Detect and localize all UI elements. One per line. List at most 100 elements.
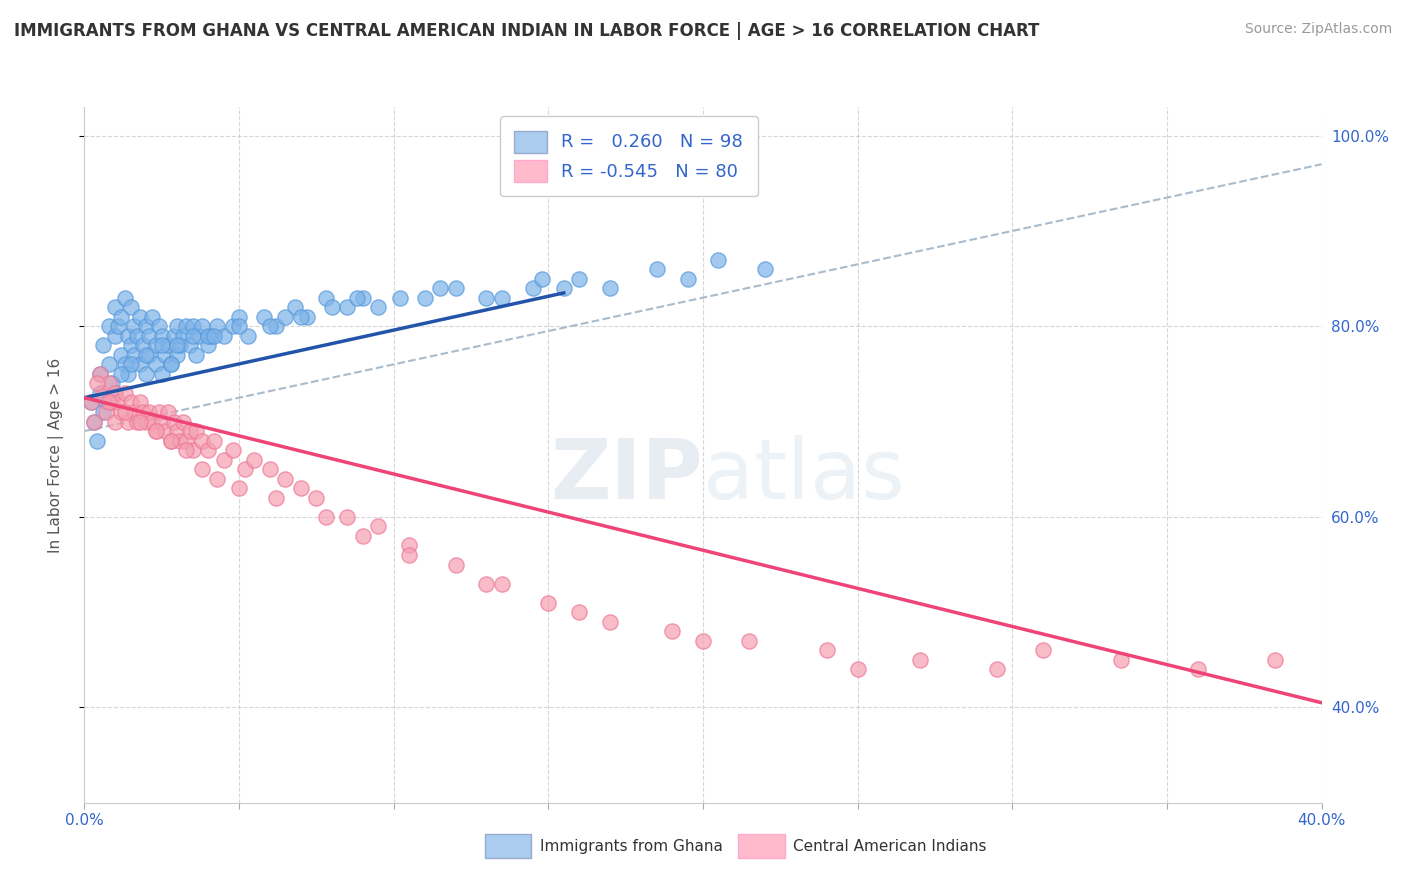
Point xyxy=(98,319,121,334)
Point xyxy=(110,405,132,419)
Y-axis label: In Labor Force | Age > 16: In Labor Force | Age > 16 xyxy=(48,358,63,552)
Point xyxy=(114,386,136,401)
Point xyxy=(259,462,281,476)
Point xyxy=(176,434,198,448)
Point xyxy=(122,405,145,419)
Point xyxy=(197,338,219,352)
Point xyxy=(98,376,121,391)
Point xyxy=(160,357,183,371)
Point xyxy=(156,338,179,352)
Point xyxy=(676,271,699,285)
Point xyxy=(908,653,931,667)
Point xyxy=(429,281,451,295)
Point xyxy=(91,405,114,419)
Point xyxy=(197,443,219,458)
Point xyxy=(179,424,201,438)
Point xyxy=(305,491,328,505)
Point xyxy=(145,424,167,438)
Point xyxy=(120,338,142,352)
Point xyxy=(117,367,139,381)
Point xyxy=(367,300,389,314)
Point xyxy=(125,415,148,429)
Point xyxy=(284,300,307,314)
Point xyxy=(537,596,560,610)
Point xyxy=(107,395,129,409)
Point xyxy=(79,395,101,409)
Point xyxy=(264,491,287,505)
Point xyxy=(135,367,157,381)
Point xyxy=(599,281,621,295)
Text: IMMIGRANTS FROM GHANA VS CENTRAL AMERICAN INDIAN IN LABOR FORCE | AGE > 16 CORRE: IMMIGRANTS FROM GHANA VS CENTRAL AMERICA… xyxy=(14,22,1039,40)
FancyBboxPatch shape xyxy=(485,834,531,858)
Point xyxy=(1264,653,1286,667)
Point xyxy=(148,319,170,334)
Point xyxy=(191,462,214,476)
Point xyxy=(117,415,139,429)
Point xyxy=(98,395,121,409)
Point xyxy=(141,310,163,324)
Point xyxy=(120,357,142,371)
Point xyxy=(150,338,173,352)
Point xyxy=(83,415,105,429)
Point xyxy=(661,624,683,639)
Point xyxy=(253,310,276,324)
Point xyxy=(148,405,170,419)
Point xyxy=(398,539,420,553)
Point xyxy=(553,281,575,295)
Point xyxy=(150,367,173,381)
Point xyxy=(104,386,127,401)
FancyBboxPatch shape xyxy=(738,834,785,858)
Point xyxy=(413,291,436,305)
Point xyxy=(160,357,183,371)
Point xyxy=(491,291,513,305)
Point xyxy=(172,415,194,429)
Point xyxy=(86,376,108,391)
Point xyxy=(138,348,160,362)
Point xyxy=(135,415,157,429)
Point xyxy=(315,291,337,305)
Text: atlas: atlas xyxy=(703,435,904,516)
Point xyxy=(692,633,714,648)
Point xyxy=(491,576,513,591)
Point xyxy=(398,548,420,562)
Point xyxy=(104,300,127,314)
Point xyxy=(107,319,129,334)
Point xyxy=(104,328,127,343)
Point xyxy=(264,319,287,334)
Point xyxy=(98,357,121,371)
Point xyxy=(94,395,117,409)
Point xyxy=(156,405,179,419)
Point xyxy=(91,386,114,401)
Point xyxy=(191,434,214,448)
Point xyxy=(166,319,188,334)
Point xyxy=(163,328,186,343)
Point xyxy=(117,328,139,343)
Point xyxy=(222,319,245,334)
Point xyxy=(336,300,359,314)
Point xyxy=(166,424,188,438)
Point xyxy=(122,319,145,334)
Point xyxy=(110,348,132,362)
Point xyxy=(114,357,136,371)
Point xyxy=(738,633,761,648)
Point xyxy=(101,376,124,391)
Point xyxy=(176,443,198,458)
Point xyxy=(138,405,160,419)
Point xyxy=(315,509,337,524)
Point xyxy=(475,576,498,591)
Point xyxy=(274,472,297,486)
Point xyxy=(181,319,204,334)
Point xyxy=(212,452,235,467)
Point xyxy=(228,319,250,334)
Point xyxy=(243,452,266,467)
Point xyxy=(444,281,467,295)
Point xyxy=(125,328,148,343)
Point xyxy=(166,348,188,362)
Point xyxy=(1032,643,1054,657)
Point xyxy=(202,328,225,343)
Point xyxy=(176,319,198,334)
Point xyxy=(233,462,256,476)
Point xyxy=(169,338,191,352)
Point xyxy=(290,310,312,324)
Point xyxy=(290,481,312,495)
